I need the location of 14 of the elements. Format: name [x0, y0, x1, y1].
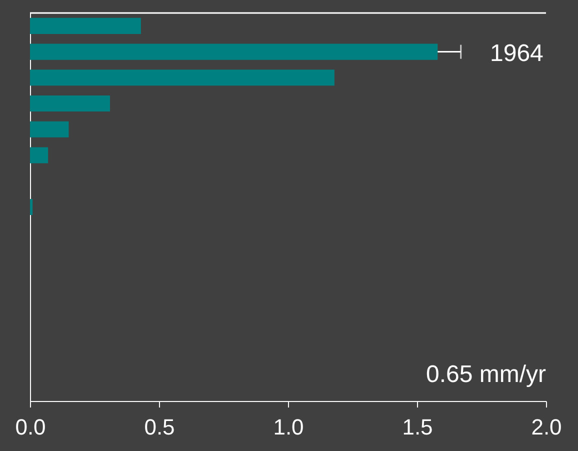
x-tick-label: 1.0 [273, 414, 304, 440]
annotation: 0.65 mm/yr [426, 361, 546, 388]
bar [30, 18, 141, 34]
bar [30, 96, 110, 112]
x-tick-label: 0.0 [15, 414, 46, 440]
bar [30, 44, 438, 60]
x-tick-label: 1.5 [402, 414, 433, 440]
bar [30, 70, 334, 86]
annotation: 1964 [490, 40, 544, 67]
bar [30, 121, 69, 138]
x-tick-label: 0.5 [144, 414, 175, 440]
bar [30, 198, 33, 216]
x-tick-label: 2.0 [531, 414, 562, 440]
bar [30, 147, 48, 164]
